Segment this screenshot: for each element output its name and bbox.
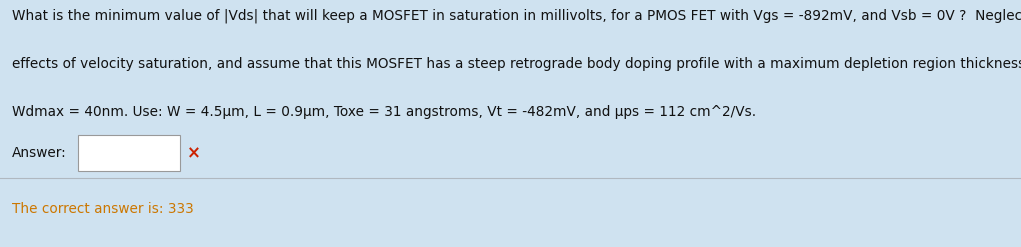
Text: Answer:: Answer: <box>12 146 67 160</box>
Text: Wdmax = 40nm. Use: W = 4.5μm, L = 0.9μm, Toxe = 31 angstroms, Vt = -482mV, and μ: Wdmax = 40nm. Use: W = 4.5μm, L = 0.9μm,… <box>12 105 757 119</box>
Text: The correct answer is: 333: The correct answer is: 333 <box>12 202 194 216</box>
Text: ×: × <box>187 144 201 162</box>
FancyBboxPatch shape <box>78 135 180 171</box>
Text: What is the minimum value of |Vds| that will keep a MOSFET in saturation in mill: What is the minimum value of |Vds| that … <box>12 9 1021 23</box>
Text: effects of velocity saturation, and assume that this MOSFET has a steep retrogra: effects of velocity saturation, and assu… <box>12 57 1021 71</box>
